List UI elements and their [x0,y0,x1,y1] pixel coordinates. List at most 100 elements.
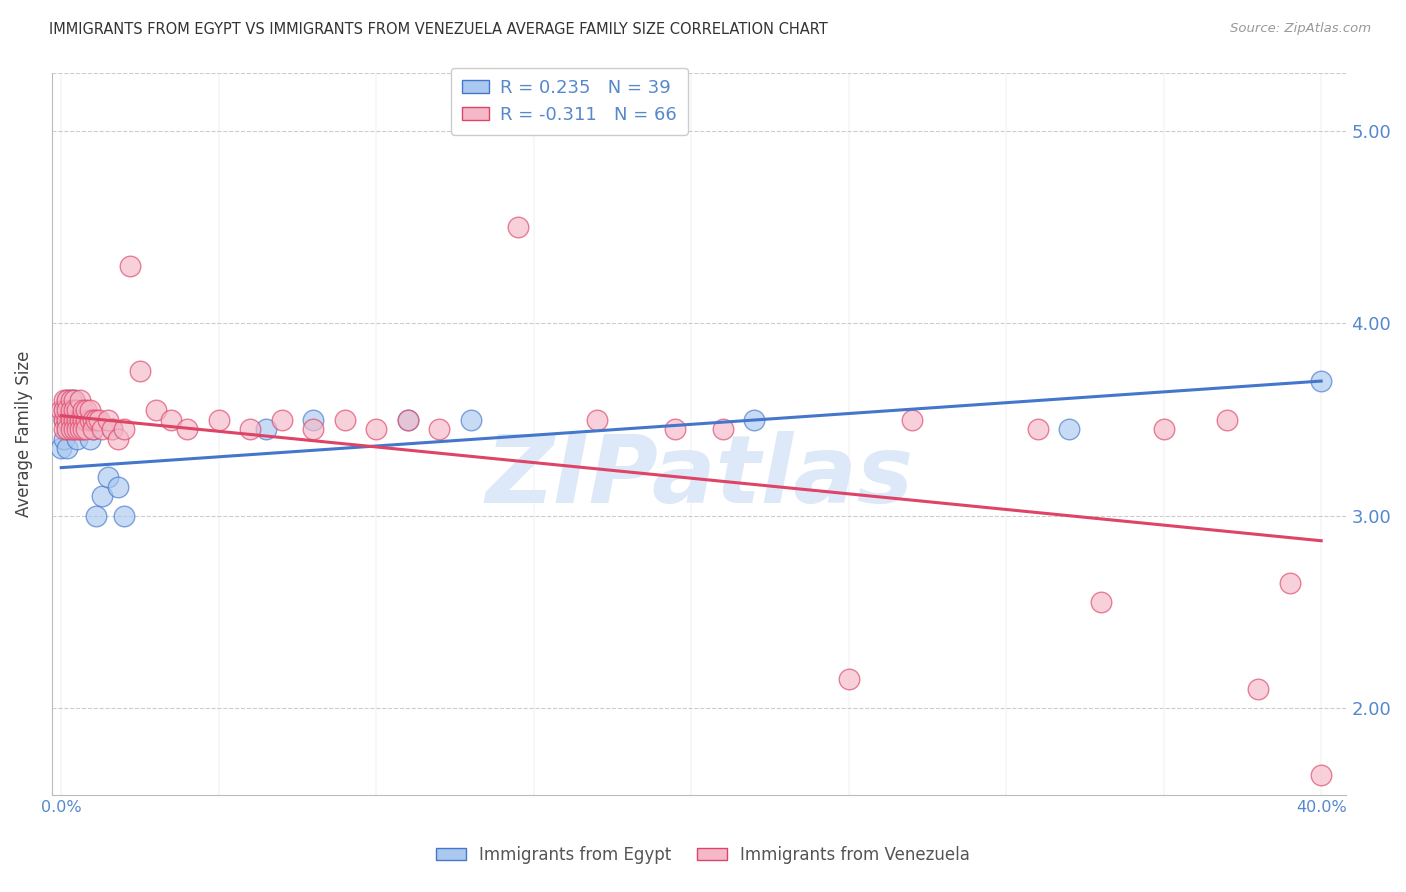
Point [176,422,198,436]
Text: Source: ZipAtlas.com: Source: ZipAtlas.com [1230,22,1371,36]
Point [302,422,325,436]
Point [84,508,107,523]
Point [53,403,76,417]
Point [900,412,922,426]
Point [302,412,325,426]
Point [506,220,529,235]
Point [112,508,135,523]
Point [91,422,114,436]
Point [51,442,73,456]
Point [1310,374,1333,388]
Point [270,412,292,426]
Point [69,393,91,408]
Point [75,412,97,426]
Legend: R = 0.235   N = 39, R = -0.311   N = 66: R = 0.235 N = 39, R = -0.311 N = 66 [451,68,688,135]
Point [69,403,91,417]
Point [427,422,450,436]
Point [62,412,84,426]
Point [56,422,79,436]
Point [51,403,73,417]
Point [62,403,84,417]
Point [160,412,183,426]
Point [72,412,94,426]
Point [82,422,104,436]
Text: IMMIGRANTS FROM EGYPT VS IMMIGRANTS FROM VENEZUELA AVERAGE FAMILY SIZE CORRELATI: IMMIGRANTS FROM EGYPT VS IMMIGRANTS FROM… [49,22,828,37]
Point [79,403,101,417]
Point [711,422,734,436]
Legend: Immigrants from Egypt, Immigrants from Venezuela: Immigrants from Egypt, Immigrants from V… [429,839,977,871]
Point [72,403,94,417]
Point [66,432,89,446]
Point [72,412,94,426]
Point [62,393,84,408]
Point [62,422,84,436]
Point [107,432,129,446]
Point [53,412,76,426]
Point [59,393,82,408]
Point [100,422,122,436]
Point [91,490,114,504]
Point [56,412,79,426]
Point [129,364,152,378]
Point [82,422,104,436]
Point [53,393,76,408]
Point [56,442,79,456]
Point [742,412,765,426]
Point [66,422,89,436]
Point [82,412,104,426]
Point [59,422,82,436]
Point [79,432,101,446]
Point [53,422,76,436]
Point [585,412,607,426]
Point [1278,576,1301,591]
Point [120,259,142,273]
Point [1247,681,1270,696]
Point [59,403,82,417]
Point [208,412,231,426]
Point [59,422,82,436]
Point [1153,422,1175,436]
Point [59,412,82,426]
Point [56,412,79,426]
Point [62,422,84,436]
Y-axis label: Average Family Size: Average Family Size [15,351,32,517]
Point [97,470,120,484]
Point [75,422,97,436]
Point [396,412,419,426]
Point [66,412,89,426]
Point [254,422,277,436]
Point [53,403,76,417]
Point [72,422,94,436]
Point [69,412,91,426]
Point [56,393,79,408]
Point [84,412,107,426]
Point [100,422,122,436]
Point [1057,422,1080,436]
Point [333,412,356,426]
Point [97,412,120,426]
Point [66,412,89,426]
Point [56,422,79,436]
Point [112,422,135,436]
Point [59,403,82,417]
Point [366,422,388,436]
Point [1310,768,1333,782]
Point [62,403,84,417]
Point [59,393,82,408]
Point [107,480,129,494]
Point [239,422,262,436]
Text: ZIPatlas: ZIPatlas [485,431,912,524]
Point [396,412,419,426]
Point [1215,412,1237,426]
Point [87,412,110,426]
Point [69,422,91,436]
Point [664,422,686,436]
Point [53,412,76,426]
Point [145,403,167,417]
Point [56,403,79,417]
Point [75,412,97,426]
Point [72,422,94,436]
Point [69,412,91,426]
Point [1026,422,1049,436]
Point [75,403,97,417]
